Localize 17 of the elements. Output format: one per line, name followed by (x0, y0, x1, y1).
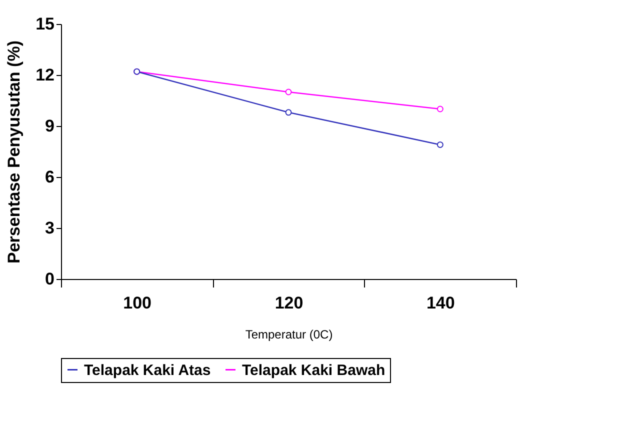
y-tick-label: 12 (36, 66, 54, 84)
y-tick-label: 6 (45, 168, 54, 186)
point (285, 88, 292, 96)
y-tick-label: 9 (45, 116, 54, 136)
point (285, 109, 292, 116)
x-axis-title: Temperatur (0C) (245, 328, 333, 342)
y-tick-label: 15 (36, 14, 54, 34)
x-tick-label: 100 (123, 294, 152, 312)
legend-label: Telapak Kaki Bawah (242, 362, 386, 379)
y-tick-label: 3 (45, 218, 54, 238)
x-tick-label: 120 (274, 294, 304, 312)
y-tick-label: 0 (45, 270, 54, 288)
legend-label: Telapak Kaki Atas (84, 362, 211, 379)
point (436, 106, 444, 112)
y-axis-title: Persentase Penyusutan (%) (4, 40, 24, 264)
x-tick-label: 140 (426, 294, 455, 312)
point (436, 141, 444, 148)
